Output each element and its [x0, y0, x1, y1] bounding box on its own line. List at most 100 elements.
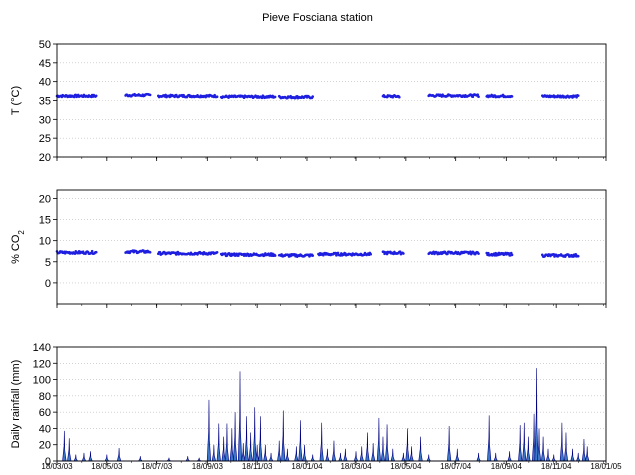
co2-data-point — [73, 252, 77, 256]
temperature-ytick-label: 30 — [39, 114, 51, 126]
temperature-ytick-label: 50 — [39, 39, 51, 51]
co2-data-point — [335, 254, 338, 257]
temperature-data-point — [311, 95, 315, 98]
rainfall-ytick-label: 40 — [39, 423, 51, 435]
temperature-data-point — [273, 95, 277, 99]
rainfall-event — [493, 452, 498, 462]
date-tick-label: 18/11/03 — [242, 462, 273, 471]
rainfall-event — [224, 423, 230, 462]
rainfall-event — [325, 448, 330, 462]
co2-data-point — [94, 250, 98, 254]
rainfall-event — [376, 417, 382, 462]
temperature-plot-frame — [56, 43, 607, 158]
rainfall-event — [67, 438, 72, 462]
co2-data-point — [148, 250, 152, 254]
co2-data-point — [574, 253, 578, 256]
rainfall-event — [281, 410, 286, 462]
co2-ylabel: % CO2 — [10, 230, 26, 264]
rainfall-event — [298, 420, 303, 462]
co2-data-point — [477, 252, 480, 256]
rainfall-event — [540, 436, 546, 462]
rainfall-ytick-label: 60 — [39, 407, 51, 419]
rainfall-event — [507, 451, 512, 462]
temperature-ytick-label: 35 — [39, 96, 51, 108]
temperature-ytick-label: 40 — [39, 77, 51, 89]
rainfall-event — [559, 422, 565, 462]
co2-data-point — [336, 251, 340, 255]
rainfall-event — [575, 452, 581, 462]
rainfall-event — [518, 425, 523, 462]
date-tick-label: 18/03/04 — [340, 462, 372, 471]
rainfall-event — [418, 436, 423, 462]
co2-data-point — [232, 252, 236, 255]
co2-data-point — [510, 253, 514, 257]
co2-data-point — [576, 254, 580, 258]
rainfall-ytick-label: 20 — [39, 440, 51, 452]
date-tick-label: 18/11/04 — [541, 462, 572, 471]
temperature-data-point — [575, 95, 578, 99]
rainfall-event — [294, 446, 299, 462]
rainfall-event — [338, 452, 343, 462]
temperature-ytick-label: 25 — [39, 133, 51, 145]
co2-ytick-label: 15 — [39, 215, 51, 227]
rainfall-event — [426, 454, 432, 462]
rainfall-event — [237, 371, 243, 462]
rainfall-event — [116, 447, 122, 462]
rainfall-event — [545, 448, 551, 462]
rainfall-event — [390, 448, 395, 462]
rainfall-event — [343, 448, 348, 462]
rainfall-event — [221, 436, 226, 462]
rainfall-event — [166, 457, 172, 462]
rainfall-event — [206, 399, 212, 462]
date-tick-label: 18/07/03 — [141, 462, 173, 471]
rainfall-event — [380, 436, 386, 462]
rainfall-ytick-label: 0 — [45, 456, 51, 468]
rainfall-event — [447, 425, 452, 462]
rainfall-event — [401, 452, 406, 462]
rainfall-event — [353, 451, 359, 462]
rainfall-event — [534, 368, 539, 462]
rainfall-ytick-label: 120 — [33, 358, 51, 370]
rainfall-event — [551, 454, 557, 462]
rainfall-event — [384, 424, 390, 462]
rainfall-event — [244, 416, 249, 462]
date-tick-label: 18/09/04 — [491, 462, 523, 471]
rainfall-event — [263, 444, 268, 462]
rainfall-event — [258, 416, 263, 462]
rainfall-event — [585, 446, 590, 462]
co2-plot-frame — [56, 189, 607, 305]
rainfall-event — [241, 443, 246, 462]
temperature-data-point — [477, 95, 480, 98]
temperature-data-point — [148, 93, 152, 97]
co2-ytick-label: 10 — [39, 236, 51, 248]
temperature-data-point — [94, 94, 98, 98]
rainfall-ylabel: Daily rainfall (mm) — [10, 360, 22, 449]
co2-data-point — [487, 251, 490, 255]
date-tick-label: 18/05/03 — [91, 462, 123, 471]
rainfall-ytick-label: 100 — [33, 375, 51, 387]
rainfall-event — [563, 432, 569, 462]
date-tick-label: 18/07/04 — [440, 462, 472, 471]
rainfall-event — [476, 452, 481, 462]
rainfall-event — [196, 457, 202, 462]
co2-data-point — [507, 251, 511, 255]
rainfall-event — [409, 446, 414, 462]
temperature-ytick-label: 45 — [39, 58, 51, 70]
temperature-ylabel: T (°C) — [10, 86, 22, 115]
rainfall-event — [359, 446, 364, 462]
rainfall-event — [581, 439, 587, 462]
rainfall-event — [211, 444, 217, 462]
co2-data-point — [273, 254, 277, 257]
date-tick-label: 18/09/03 — [192, 462, 224, 471]
temperature-data-point — [398, 95, 401, 99]
rainfall-event — [455, 448, 460, 462]
rainfall-event — [216, 423, 221, 462]
rainfall-event — [310, 454, 316, 462]
rainfall-plot-frame — [56, 346, 607, 462]
date-tick-label: 18/05/04 — [390, 462, 422, 471]
temperature-data-point — [476, 93, 480, 96]
rainfall-event — [570, 448, 575, 462]
temperature-data-point — [72, 95, 76, 99]
co2-data-point — [223, 252, 227, 255]
rainfall-event — [88, 451, 93, 462]
